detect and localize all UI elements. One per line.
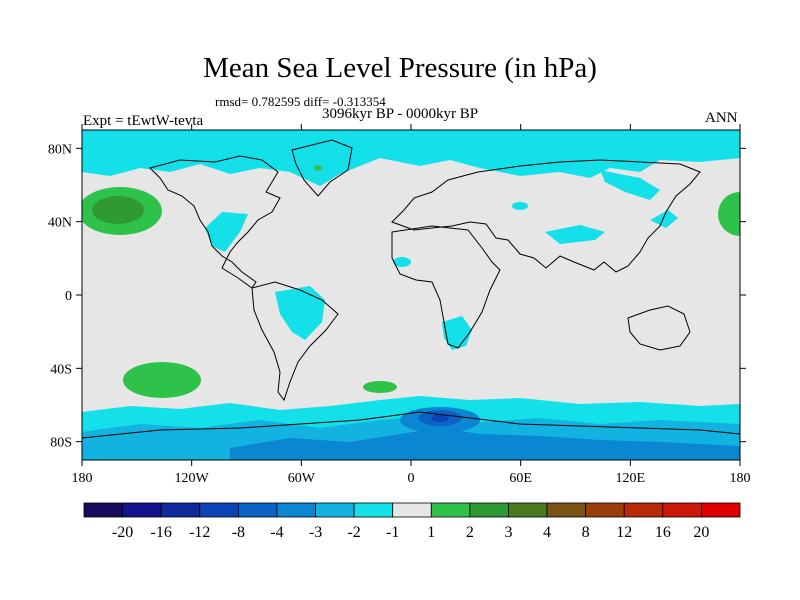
colorbar-swatch bbox=[392, 502, 432, 518]
sahara-negative-patch bbox=[393, 257, 411, 267]
eurasia-coastline bbox=[391, 159, 701, 273]
longitude-axis: 180 120W 60W 0 60E 120E 180 bbox=[72, 124, 751, 486]
season-label: ANN bbox=[705, 110, 738, 126]
colorbar-label: 2 bbox=[466, 524, 474, 541]
colorbar-swatch bbox=[199, 502, 239, 518]
colorbar-label: 1 bbox=[427, 524, 435, 541]
coastlines bbox=[82, 139, 740, 439]
colorbar-swatch bbox=[701, 502, 741, 518]
lat-tick-label: 40N bbox=[48, 216, 72, 231]
iran-negative-patch bbox=[512, 202, 528, 210]
china-negative-patch bbox=[545, 225, 605, 244]
colorbar-label: -8 bbox=[232, 524, 245, 541]
colorbar-label: 12 bbox=[616, 524, 632, 541]
lon-tick-label: 180 bbox=[730, 471, 751, 486]
colorbar-label: 3 bbox=[504, 524, 512, 541]
experiment-label: Expt = tEwtW-tevta bbox=[83, 113, 204, 129]
north-pacific-positive-core bbox=[92, 196, 144, 224]
japan-negative-patch bbox=[650, 210, 678, 228]
lon-tick-label: 120W bbox=[175, 471, 210, 486]
latitude-axis: 80N 40N 0 40S 80S bbox=[48, 142, 746, 451]
antarctic-negative-core bbox=[230, 428, 740, 460]
australia-coastline bbox=[627, 305, 691, 351]
colorbar-label: -4 bbox=[270, 524, 283, 541]
colorbar-label: 4 bbox=[543, 524, 551, 541]
lon-tick-label: 120E bbox=[616, 471, 646, 486]
colorbar-label: -20 bbox=[112, 524, 133, 541]
colorbar-swatch bbox=[353, 502, 394, 518]
colorbar-label: -16 bbox=[151, 524, 172, 541]
map-field bbox=[82, 130, 740, 460]
antarctica-coastline bbox=[82, 411, 740, 439]
south-africa-negative-patch bbox=[442, 316, 472, 350]
colorbar-swatch bbox=[122, 502, 162, 518]
south-america-coastline bbox=[251, 281, 339, 402]
colorbar-label: -2 bbox=[347, 524, 360, 541]
colorbar bbox=[83, 502, 741, 518]
pacific-east-positive bbox=[718, 192, 740, 236]
greenland-coastline bbox=[291, 139, 353, 197]
south-pacific-positive bbox=[123, 362, 201, 398]
colorbar-swatch bbox=[508, 502, 548, 518]
south-america-negative-patch bbox=[275, 286, 325, 340]
colorbar-swatch bbox=[623, 502, 664, 518]
rmsd-value: rmsd= 0.782595 bbox=[215, 94, 301, 109]
colorbar-swatch bbox=[469, 502, 509, 518]
lon-tick-label: 60W bbox=[288, 471, 316, 486]
colorbar-swatch bbox=[237, 502, 278, 518]
arctic-negative-region bbox=[82, 130, 740, 186]
south-atlantic-positive bbox=[363, 381, 397, 393]
colorbar-swatch bbox=[315, 502, 355, 518]
atlantic-negative-patch bbox=[205, 212, 248, 252]
colorbar-label: 8 bbox=[582, 524, 590, 541]
lat-tick-label: 40S bbox=[50, 362, 72, 377]
stats-line: rmsd= 0.782595 diff= -0.313354 bbox=[215, 94, 386, 110]
colorbar-labels: -20 -16 -12 -8 -4 -3 -2 -1 1 2 3 4 8 12 16 20 bbox=[112, 524, 709, 541]
colorbar-swatch bbox=[83, 502, 123, 518]
greenland-positive bbox=[314, 165, 322, 171]
colorbar-label: -1 bbox=[386, 524, 399, 541]
colorbar-label: -12 bbox=[189, 524, 210, 541]
lat-tick-label: 80N bbox=[48, 142, 72, 157]
plot-title: Mean Sea Level Pressure (in hPa) bbox=[203, 52, 597, 84]
africa-coastline bbox=[391, 225, 501, 349]
lat-tick-label: 80S bbox=[50, 436, 72, 451]
diff-value: diff= -0.313354 bbox=[303, 94, 386, 109]
lat-tick-label: 0 bbox=[65, 289, 72, 304]
lon-tick-label: 180 bbox=[72, 471, 93, 486]
colorbar-label: 20 bbox=[693, 524, 709, 541]
north-america-coastline bbox=[149, 155, 281, 289]
period-label: 3096kyr BP - 0000kyr BP bbox=[322, 106, 479, 122]
colorbar-swatch bbox=[276, 502, 316, 518]
colorbar-label: -3 bbox=[309, 524, 322, 541]
weddell-core-negative bbox=[431, 414, 449, 422]
colorbar-swatch bbox=[430, 502, 471, 518]
colorbar-swatch bbox=[160, 502, 201, 518]
colorbar-label: 16 bbox=[655, 524, 671, 541]
asia-negative-patch bbox=[600, 170, 660, 200]
colorbar-swatch bbox=[546, 502, 587, 518]
lon-tick-label: 0 bbox=[408, 471, 415, 486]
lon-tick-label: 60E bbox=[509, 471, 532, 486]
colorbar-swatch bbox=[585, 502, 625, 518]
colorbar-swatch bbox=[662, 502, 702, 518]
